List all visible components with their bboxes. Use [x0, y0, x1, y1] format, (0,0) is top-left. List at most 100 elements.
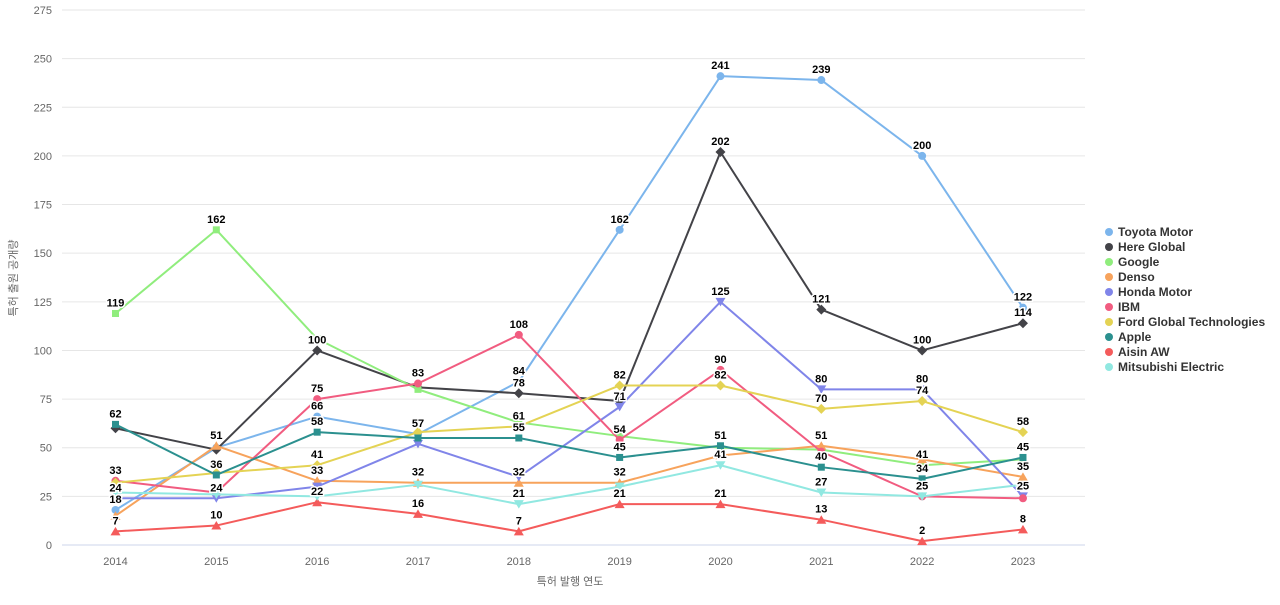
legend-item-apple[interactable]: Apple — [1105, 329, 1265, 344]
data-label: 2 — [919, 525, 925, 537]
data-point-marker[interactable] — [211, 521, 222, 530]
data-point-marker[interactable] — [614, 482, 625, 492]
data-point-marker[interactable] — [110, 494, 121, 503]
data-point-marker[interactable] — [918, 461, 926, 469]
data-point-marker[interactable] — [917, 536, 928, 546]
data-point-marker[interactable] — [312, 497, 323, 507]
data-point-marker[interactable] — [312, 482, 323, 492]
data-point-marker[interactable] — [112, 420, 119, 428]
data-point-marker[interactable] — [715, 297, 726, 307]
data-point-marker[interactable] — [1017, 472, 1028, 481]
data-point-marker[interactable] — [312, 460, 323, 471]
data-point-marker[interactable] — [817, 463, 825, 471]
data-point-marker[interactable] — [413, 379, 422, 388]
data-point-marker[interactable] — [616, 453, 624, 461]
data-point-marker[interactable] — [614, 402, 625, 412]
legend-item-denso[interactable]: Denso — [1105, 269, 1265, 284]
data-point-marker[interactable] — [816, 385, 827, 394]
data-point-marker[interactable] — [816, 403, 827, 414]
data-point-marker[interactable] — [715, 499, 726, 509]
data-point-marker[interactable] — [211, 441, 222, 450]
data-point-marker[interactable] — [1017, 524, 1028, 534]
series-mitsubishi-electric — [110, 461, 1028, 509]
data-point-marker[interactable] — [1017, 480, 1028, 490]
legend-item-ford-global-technologies[interactable]: Ford Global Technologies — [1105, 314, 1265, 329]
data-point-marker[interactable] — [917, 345, 928, 356]
data-point-marker[interactable] — [110, 526, 121, 536]
data-point-marker[interactable] — [614, 499, 625, 509]
legend-item-google[interactable]: Google — [1105, 254, 1265, 269]
data-point-marker[interactable] — [918, 151, 927, 160]
data-point-marker[interactable] — [715, 380, 726, 391]
data-point-marker[interactable] — [513, 500, 524, 509]
legend-item-mitsubishi-electric[interactable]: Mitsubishi Electric — [1105, 359, 1265, 374]
data-point-marker[interactable] — [615, 225, 624, 234]
data-point-marker[interactable] — [513, 526, 524, 536]
data-point-marker[interactable] — [111, 505, 120, 514]
legend-item-aisin-aw[interactable]: Aisin AW — [1105, 344, 1265, 359]
data-point-marker[interactable] — [412, 480, 423, 490]
data-point-marker[interactable] — [715, 461, 726, 470]
data-point-marker[interactable] — [110, 488, 121, 497]
data-point-marker[interactable] — [313, 428, 321, 436]
data-point-marker[interactable] — [312, 345, 323, 356]
data-point-marker[interactable] — [112, 309, 119, 317]
data-point-marker[interactable] — [917, 454, 928, 464]
data-point-marker[interactable] — [917, 492, 928, 501]
data-point-marker[interactable] — [1019, 453, 1027, 461]
data-point-marker[interactable] — [414, 434, 422, 442]
legend-item-label: Google — [1118, 254, 1160, 269]
data-point-marker[interactable] — [212, 471, 220, 479]
data-point-marker[interactable] — [110, 511, 121, 520]
data-label: 84 — [513, 366, 526, 378]
data-point-marker[interactable] — [615, 435, 624, 444]
data-point-marker[interactable] — [211, 490, 222, 499]
series-apple — [112, 420, 1027, 483]
data-point-marker[interactable] — [313, 412, 322, 421]
data-label: 25 — [1017, 480, 1029, 492]
legend-item-here-global[interactable]: Here Global — [1105, 239, 1265, 254]
data-label: 33 — [109, 465, 121, 477]
data-point-marker[interactable] — [513, 421, 524, 432]
data-point-marker[interactable] — [212, 226, 220, 234]
data-point-marker[interactable] — [715, 451, 726, 460]
series-line — [114, 501, 1024, 543]
data-point-marker[interactable] — [312, 492, 323, 501]
data-point-marker[interactable] — [1017, 427, 1028, 438]
data-point-marker[interactable] — [917, 396, 928, 407]
data-point-marker[interactable] — [816, 515, 827, 524]
data-point-marker[interactable] — [716, 365, 725, 374]
data-point-marker[interactable] — [513, 478, 524, 487]
legend-item-honda-motor[interactable]: Honda Motor — [1105, 284, 1265, 299]
data-point-marker[interactable] — [514, 330, 523, 339]
data-point-marker[interactable] — [1017, 318, 1028, 329]
data-point-marker[interactable] — [716, 442, 724, 450]
data-point-marker[interactable] — [715, 147, 726, 158]
data-point-marker[interactable] — [816, 488, 827, 497]
data-point-marker[interactable] — [515, 434, 523, 442]
data-label: 16 — [412, 498, 424, 510]
data-point-marker[interactable] — [110, 477, 121, 488]
data-point-marker[interactable] — [918, 475, 926, 483]
data-label: 18 — [109, 494, 121, 506]
data-point-marker[interactable] — [817, 447, 826, 456]
legend-item-toyota-motor[interactable]: Toyota Motor — [1105, 224, 1265, 239]
data-point-marker[interactable] — [313, 395, 322, 404]
data-point-marker[interactable] — [1018, 494, 1027, 503]
data-point-marker[interactable] — [816, 304, 827, 315]
data-point-marker[interactable] — [412, 439, 423, 449]
data-label: 80 — [916, 373, 928, 385]
data-point-marker[interactable] — [917, 385, 928, 394]
data-point-marker[interactable] — [412, 509, 423, 518]
data-point-marker[interactable] — [817, 76, 826, 85]
legend-item-ibm[interactable]: IBM — [1105, 299, 1265, 314]
data-point-marker[interactable] — [816, 441, 827, 450]
data-point-marker[interactable] — [513, 388, 524, 399]
data-point-marker[interactable] — [716, 72, 725, 81]
data-point-marker[interactable] — [313, 335, 321, 343]
data-point-marker[interactable] — [513, 472, 524, 482]
data-point-marker[interactable] — [514, 377, 523, 386]
data-point-marker[interactable] — [614, 380, 625, 391]
data-point-marker[interactable] — [1018, 303, 1027, 312]
data-point-marker[interactable] — [414, 385, 422, 393]
